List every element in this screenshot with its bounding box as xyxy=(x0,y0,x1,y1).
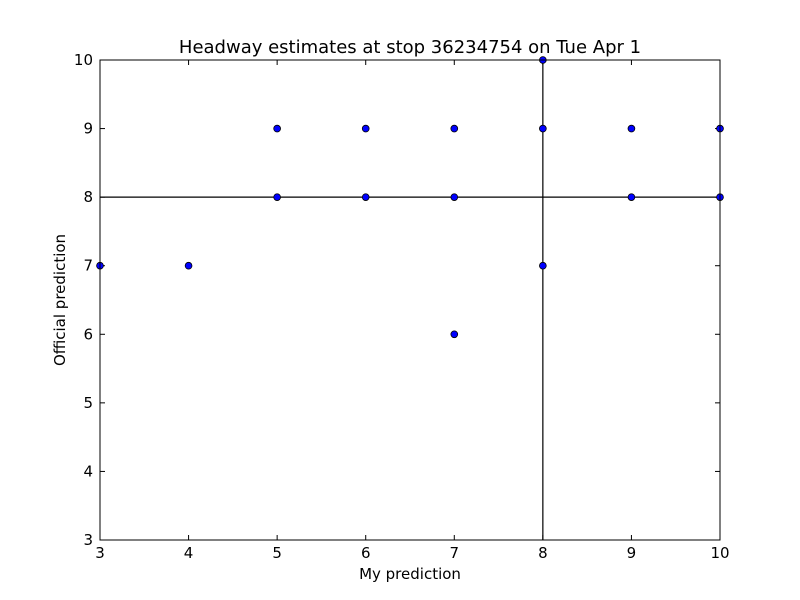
x-tick-label: 9 xyxy=(627,544,637,562)
x-tick-label: 4 xyxy=(184,544,194,562)
y-tick-label: 3 xyxy=(83,531,93,549)
scatter-point xyxy=(273,193,281,201)
scatter-point xyxy=(361,124,370,133)
y-tick-label: 6 xyxy=(83,325,93,343)
y-tick-label: 7 xyxy=(83,257,93,275)
scatter-point xyxy=(184,261,193,270)
plot-area-frame xyxy=(99,59,721,541)
x-tick-label: 5 xyxy=(272,544,282,562)
scatter-point xyxy=(361,193,370,201)
scatter-point xyxy=(450,193,459,201)
chart-title: Headway estimates at stop 36234754 on Tu… xyxy=(179,37,641,58)
y-tick-label: 8 xyxy=(83,188,93,206)
x-tick-label: 10 xyxy=(710,544,729,562)
scatter-point xyxy=(627,124,636,133)
y-tick-label: 5 xyxy=(83,394,93,412)
scatter-point xyxy=(539,261,547,270)
y-axis-label: Official prediction xyxy=(51,234,69,366)
y-tick-label: 9 xyxy=(83,120,93,138)
y-tick-label: 10 xyxy=(74,51,93,69)
reference-lines xyxy=(100,60,720,540)
x-axis-label: My prediction xyxy=(359,565,461,583)
x-tick-label: 3 xyxy=(95,544,105,562)
scatter-point xyxy=(450,330,459,339)
x-tick-label: 8 xyxy=(538,544,548,562)
x-tick-label: 7 xyxy=(450,544,460,562)
scatter-point xyxy=(450,124,459,133)
scatter-point xyxy=(627,193,636,201)
y-tick-label: 4 xyxy=(83,462,93,480)
scatter-point xyxy=(273,124,281,133)
scatter-point xyxy=(539,124,547,133)
x-tick-label: 6 xyxy=(361,544,371,562)
